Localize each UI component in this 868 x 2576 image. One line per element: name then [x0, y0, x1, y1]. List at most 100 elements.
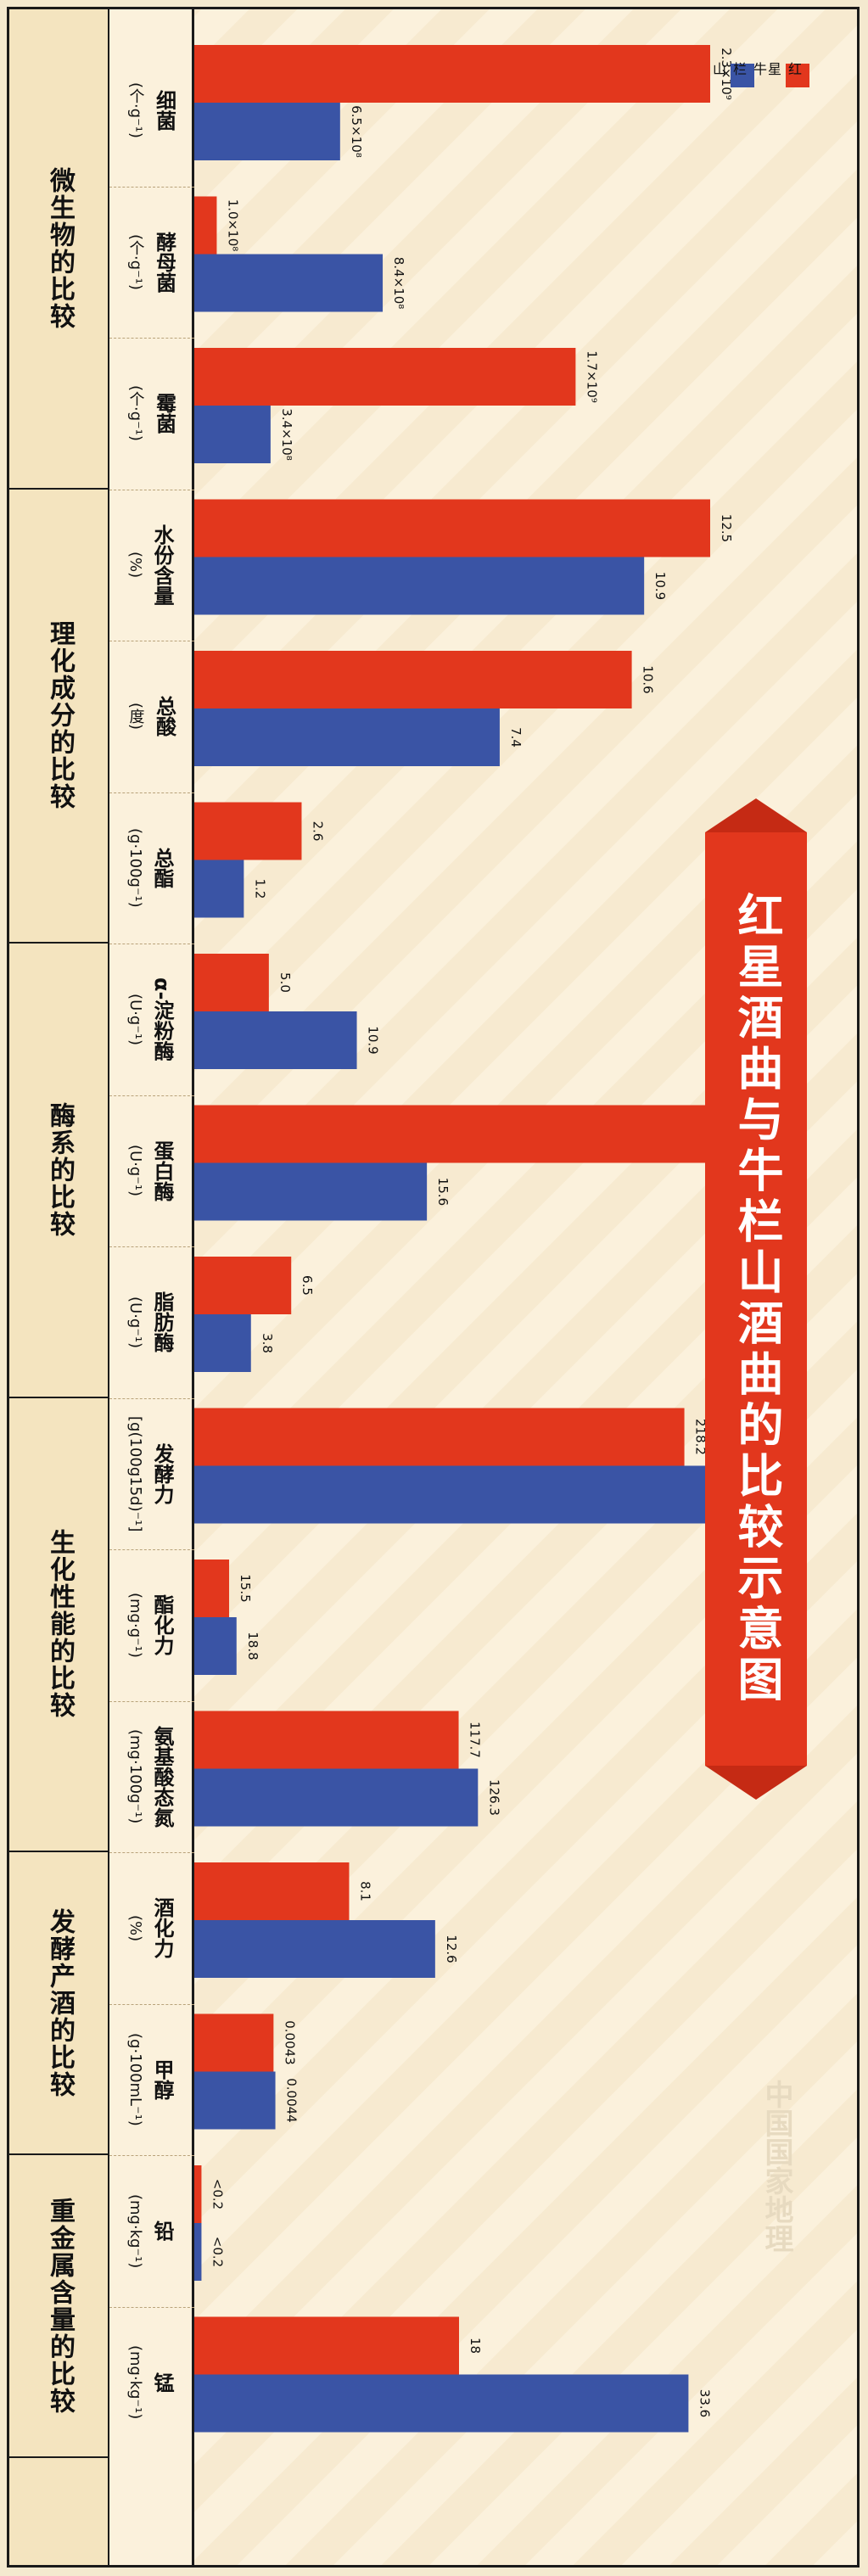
category-label: 微生物的比较 [45, 166, 75, 330]
item-label-cell: (个·g⁻¹) 霉菌 [109, 338, 194, 490]
banner-body [705, 832, 807, 1766]
item-unit: (mg·100g⁻¹) [126, 1729, 144, 1824]
item-label-cell: (g·100mL⁻¹) 甲醇 [109, 2004, 194, 2156]
item-label-cell: (%) 酒化力 [109, 1852, 194, 2004]
chart-title: 红星酒曲与牛栏山酒曲的比较示意图 [730, 892, 783, 1706]
bar-blue [194, 1011, 357, 1069]
data-label-blue: 3.4×10⁸ [279, 408, 294, 461]
data-label-red: 15.5 [238, 1574, 253, 1602]
data-label-red: 10.6 [641, 665, 656, 693]
item-unit: (g·100g⁻¹) [126, 827, 144, 908]
item-divider [109, 2003, 194, 2005]
data-label-red: 2.3×10⁹ [719, 48, 734, 100]
item-divider [109, 2155, 194, 2156]
data-label-blue: 3.8 [260, 1333, 275, 1353]
item-unit: (个·g⁻¹) [126, 233, 145, 290]
data-label-blue: 15.6 [435, 1178, 451, 1206]
bar-blue [194, 557, 645, 615]
item-unit: [g(100g15d)⁻¹] [126, 1415, 144, 1532]
bar-blue [194, 2374, 689, 2433]
item-label-cell: (个·g⁻¹) 细菌 [109, 35, 194, 187]
item-name: 蛋白酶 [150, 1140, 174, 1201]
item-unit: (mg·kg⁻¹) [126, 2193, 144, 2268]
item-label-cell: [g(100g15d)⁻¹] 发酵力 [109, 1398, 194, 1550]
item-name: 细菌 [152, 90, 176, 132]
data-label-blue: 10.9 [652, 572, 668, 600]
item-name: α-淀粉酶 [150, 977, 174, 1061]
data-label-red: 1.0×10⁸ [225, 199, 240, 252]
item-label-cell: (U·g⁻¹) 脂肪酶 [109, 1246, 194, 1398]
item-unit: (%) [126, 552, 144, 579]
item-name: 脂肪酶 [150, 1291, 174, 1353]
item-divider [109, 338, 194, 339]
data-label-blue: 0.0044 [284, 2078, 300, 2123]
item-unit: (g·100mL⁻¹) [126, 2032, 144, 2126]
data-label-blue: 126.3 [486, 1779, 501, 1816]
bar-red [194, 348, 576, 406]
bar-blue [194, 254, 384, 312]
item-label-cell: (mg·kg⁻¹) 铅 [109, 2155, 194, 2307]
item-name: 锰 [150, 2372, 174, 2393]
data-label-red: 6.5 [300, 1275, 315, 1296]
watermark-logo: 中国国家地理 [759, 2080, 793, 2253]
item-label-cell: (mg·g⁻¹) 酯化力 [109, 1549, 194, 1701]
category-cell: 发酵产酒的比较 [9, 1852, 109, 2155]
item-label-cell: (%) 水份含量 [109, 490, 194, 641]
legend-swatch-blue [731, 64, 754, 87]
item-name: 酯化力 [150, 1594, 174, 1656]
item-unit: (U·g⁻¹) [126, 1145, 144, 1197]
data-label-red: <0.2 [210, 2179, 225, 2209]
bar-red [194, 651, 632, 708]
item-name: 酵母菌 [152, 231, 176, 293]
item-unit: (个·g⁻¹) [126, 82, 145, 139]
data-label-blue: 12.6 [444, 1935, 459, 1963]
chart-frame: 微生物的比较 理化成分的比较 酶系的比较 生化性能的比较 发酵产酒的比较 重金属含量的比较… [7, 7, 860, 2568]
bar-red [194, 2013, 274, 2072]
item-name: 总酸 [152, 696, 176, 737]
bar-blue [194, 708, 500, 766]
item-unit: (度) [126, 703, 145, 731]
bar-red [194, 1105, 710, 1163]
data-label-red: 18 [468, 2338, 483, 2354]
bar-blue [194, 2223, 202, 2281]
category-label: 酶系的比较 [45, 1101, 75, 1238]
bar-blue [194, 1768, 479, 1827]
item-divider [109, 792, 194, 793]
bar-blue [194, 1314, 251, 1372]
item-unit: (%) [126, 1914, 144, 1941]
category-label: 生化性能的比较 [45, 1529, 75, 1720]
data-label-blue: 33.6 [697, 2389, 712, 2417]
bar-blue [194, 1617, 237, 1675]
item-name: 霉菌 [152, 393, 176, 434]
data-label-blue: <0.2 [210, 2237, 225, 2267]
item-label-cell: (度) 总酸 [109, 641, 194, 792]
bar-red [194, 1257, 292, 1314]
item-column: (个·g⁻¹) 细菌 (个·g⁻¹) 酵母菌 (个·g⁻¹) 霉菌 (%) 水份含量 (度) 总酸… [109, 9, 194, 2565]
data-label-red: 1.7×10⁹ [584, 350, 599, 403]
legend-swatch-red [786, 64, 809, 87]
bar-blue [194, 2071, 276, 2130]
item-name: 氨基酸态氮 [150, 1725, 174, 1828]
data-label-blue: 7.4 [508, 727, 524, 748]
category-label: 发酵产酒的比较 [45, 1907, 75, 2098]
banner-ribbon-top [705, 798, 807, 832]
category-label: 理化成分的比较 [45, 620, 75, 811]
bar-red [194, 45, 710, 103]
data-label-red: 8.1 [357, 1881, 372, 1901]
item-divider [109, 1397, 194, 1399]
item-label-cell: (U·g⁻¹) α-淀粉酶 [109, 944, 194, 1095]
bar-red [194, 2316, 459, 2375]
item-unit: (U·g⁻¹) [126, 1296, 144, 1348]
bar-blue [194, 1162, 428, 1221]
bar-blue [194, 1465, 710, 1524]
category-cell: 微生物的比较 [9, 9, 109, 490]
item-name: 酒化力 [150, 1897, 174, 1959]
item-name: 铅 [150, 2220, 174, 2242]
item-unit: (U·g⁻¹) [126, 993, 144, 1045]
item-name: 水份含量 [150, 524, 174, 606]
legend-label-blue: 牛栏山 [710, 62, 767, 76]
bar-blue [194, 1920, 435, 1978]
item-name: 总酯 [150, 847, 174, 888]
item-divider [109, 1246, 194, 1247]
data-label-red: 218.2 [693, 1419, 708, 1455]
